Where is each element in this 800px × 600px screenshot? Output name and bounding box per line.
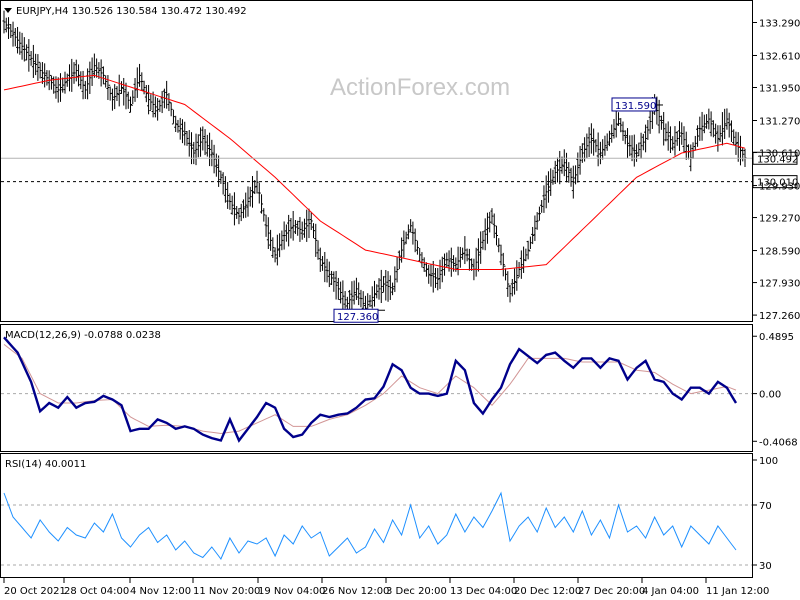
support-price-label: 130.010 <box>757 178 798 189</box>
rsi-panel <box>0 453 753 578</box>
price-y-tick-label: 132.610 <box>759 51 800 62</box>
x-tick-label: 19 Nov 04:00 <box>258 586 325 597</box>
macd-panel <box>0 324 753 452</box>
rsi-line <box>3 491 737 560</box>
x-tick-label: 4 Jan 04:00 <box>642 586 699 597</box>
macd-y-tick-label: 0.4895 <box>759 332 794 343</box>
price-y-tick-label: 129.930 <box>759 182 800 193</box>
price-y-tick-label: 131.950 <box>759 84 800 95</box>
watermark: ActionForex.com <box>330 74 510 101</box>
x-tick-label: 20 Dec 12:00 <box>514 586 581 597</box>
x-tick-label: 13 Dec 04:00 <box>450 586 517 597</box>
price-panel <box>0 0 753 322</box>
x-tick-label: 26 Nov 12:00 <box>322 586 389 597</box>
low-annotation-label: 127.360 <box>337 312 378 323</box>
price-y-tick-label: 133.290 <box>759 18 800 29</box>
macd-y-tick-label: 0.00 <box>759 390 781 401</box>
price-title: EURJPY,H4 130.526 130.584 130.472 130.49… <box>16 6 247 17</box>
high-annotation-label: 131.590 <box>615 101 656 112</box>
x-tick-label: 28 Oct 04:00 <box>64 586 129 597</box>
price-y-tick-label: 131.270 <box>759 117 800 128</box>
macd-title: MACD(12,26,9) -0.0788 0.0238 <box>5 330 161 341</box>
rsi-y-tick-label: 30 <box>759 561 772 572</box>
x-tick-label: 4 Nov 12:00 <box>130 586 191 597</box>
price-bars <box>2 10 747 321</box>
low-annotation-box <box>333 308 379 323</box>
price-y-tick-label: 127.260 <box>759 311 800 322</box>
rsi-y-tick-label: 70 <box>759 501 772 512</box>
x-tick-label: 27 Dec 20:00 <box>578 586 645 597</box>
macd-y-tick-label: -0.4068 <box>759 437 798 448</box>
current-price-label: 130.492 <box>757 154 798 165</box>
x-tick-label: 11 Nov 20:00 <box>193 586 260 597</box>
x-tick-label: 20 Oct 2021 <box>4 586 66 597</box>
price-y-tick-label: 128.590 <box>759 247 800 258</box>
price-y-tick-label: 127.930 <box>759 279 800 290</box>
current-price-tag <box>752 151 798 165</box>
macd-line <box>3 336 738 443</box>
rsi-y-tick-label: 100 <box>759 456 778 467</box>
price-y-tick-label: 129.270 <box>759 214 800 225</box>
rsi-title: RSI(14) 40.0011 <box>5 459 86 470</box>
x-tick-label: 11 Jan 12:00 <box>706 586 769 597</box>
macd-signal-line <box>3 344 737 435</box>
collapse-triangle-icon[interactable] <box>4 8 12 13</box>
price-y-tick-label: 130.610 <box>759 149 800 160</box>
x-tick-label: 3 Dec 20:00 <box>386 586 447 597</box>
high-annotation-box <box>611 97 657 112</box>
moving-average-line <box>3 74 746 270</box>
support-price-tag <box>752 175 798 189</box>
